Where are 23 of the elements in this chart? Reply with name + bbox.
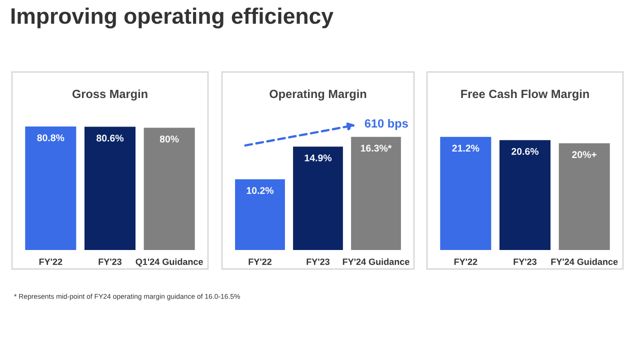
data-label: 14.9% xyxy=(304,154,332,162)
x-tick-label: FY'22 xyxy=(39,258,62,265)
chart-title: Operating Margin xyxy=(270,89,366,101)
data-label: 20.6% xyxy=(512,148,539,155)
x-tick-label: FY'24 Guidance xyxy=(551,258,618,265)
x-tick-label: FY'23 xyxy=(514,258,537,265)
data-label: 21.2% xyxy=(452,144,480,152)
x-tick-label: FY'24 Guidance xyxy=(342,258,410,265)
chart-title: Gross Margin xyxy=(72,89,148,101)
data-label: 80.6% xyxy=(96,134,124,142)
data-label: 20%+ xyxy=(572,151,597,158)
x-tick-label: FY'23 xyxy=(306,258,330,265)
x-tick-label: FY'22 xyxy=(248,258,272,265)
data-label: 10.2% xyxy=(246,187,274,194)
text: Improving operating efficiency xyxy=(11,8,334,28)
text: 610 bps xyxy=(364,118,408,130)
data-label: 80% xyxy=(160,136,179,142)
chart-title: Free Cash Flow Margin xyxy=(461,89,589,101)
data-label: 16.3%* xyxy=(360,144,392,152)
x-tick-label: FY'22 xyxy=(454,258,478,265)
data-label: 80.8% xyxy=(37,134,64,142)
x-tick-label: Q1'24 Guidance xyxy=(136,258,203,267)
x-tick-label: FY'23 xyxy=(98,258,122,265)
